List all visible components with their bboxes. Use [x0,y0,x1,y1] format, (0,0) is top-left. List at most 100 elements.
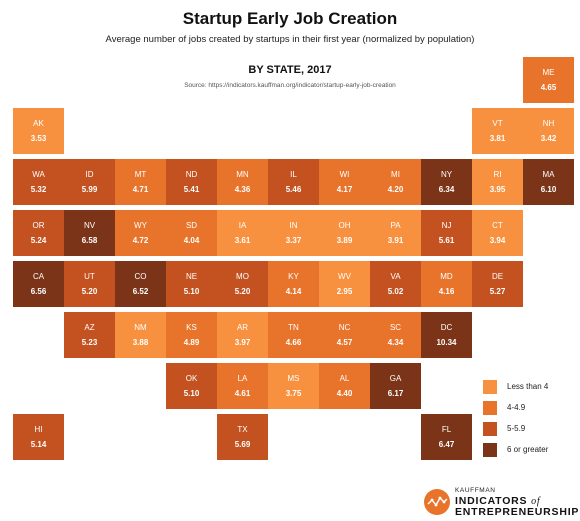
state-value: 5.46 [285,185,302,194]
state-abbr: NE [185,272,198,281]
state-tile-sd: SD 4.04 [166,210,217,256]
chart-title: Startup Early Job Creation [182,9,398,28]
state-abbr: PA [390,221,401,230]
state-value: 3.88 [132,338,149,347]
logo-of: of [531,496,541,507]
state-tile-ga: GA 6.17 [370,363,421,409]
state-abbr: WV [338,272,351,281]
logo-line1: INDICATORS of [455,495,540,507]
state-tile-oh: OH 3.89 [319,210,370,256]
state-abbr: MA [542,170,555,179]
state-tile-nh: NH 3.42 [523,108,574,154]
state-value: 4.34 [387,338,404,347]
state-abbr: HI [34,425,43,434]
state-abbr: TN [288,323,299,332]
state-abbr: NY [440,170,453,179]
state-value: 5.20 [234,287,251,296]
state-abbr: MO [236,272,249,281]
state-abbr: RI [493,170,502,179]
state-abbr: UT [84,272,95,281]
state-value: 5.23 [81,338,98,347]
legend-item-less-than-4: Less than 4 [483,380,578,394]
state-value: 4.65 [540,83,557,92]
state-tile-nm: NM 3.88 [115,312,166,358]
state-value: 3.89 [336,236,353,245]
state-tile-vt: VT 3.81 [472,108,523,154]
state-tile-il: IL 5.46 [268,159,319,205]
state-abbr: SD [185,221,198,230]
state-abbr: MD [440,272,453,281]
state-value: 4.04 [183,236,200,245]
logo-kauffman: KAUFFMAN [455,487,496,494]
kauffman-logo: KAUFFMAN INDICATORS of ENTREPRENEURSHIP [424,487,578,518]
state-abbr: MS [287,374,300,383]
state-value: 5.10 [183,287,200,296]
state-value: 5.20 [81,287,98,296]
state-abbr: CT [492,221,503,230]
state-abbr: IA [238,221,247,230]
state-tile-wi: WI 4.17 [319,159,370,205]
state-abbr: LA [237,374,248,383]
state-value: 3.91 [387,236,404,245]
state-tile-id: ID 5.99 [64,159,115,205]
state-abbr: KY [288,272,299,281]
state-value: 4.71 [132,185,149,194]
state-abbr: ND [185,170,198,179]
state-tile-me: ME 4.65 [523,57,574,103]
state-value: 6.10 [540,185,557,194]
state-tile-la: LA 4.61 [217,363,268,409]
state-value: 4.16 [438,287,455,296]
state-abbr: OH [338,221,351,230]
state-value: 10.34 [436,338,457,347]
state-tile-ne: NE 5.10 [166,261,217,307]
legend-swatch [483,380,497,394]
state-tile-md: MD 4.16 [421,261,472,307]
state-tile-ma: MA 6.10 [523,159,574,205]
state-tile-mo: MO 5.20 [217,261,268,307]
state-value: 4.14 [285,287,302,296]
legend-label: 5-5.9 [507,424,526,433]
state-tile-hi: HI 5.14 [13,414,64,460]
state-value: 3.42 [540,134,557,143]
state-tile-va: VA 5.02 [370,261,421,307]
state-value: 3.97 [234,338,251,347]
state-tile-az: AZ 5.23 [64,312,115,358]
state-value: 3.94 [489,236,506,245]
state-abbr: IL [290,170,297,179]
state-tile-wv: WV 2.95 [319,261,370,307]
state-value: 3.95 [489,185,506,194]
state-value: 4.66 [285,338,302,347]
state-value: 3.61 [234,236,251,245]
state-tile-ny: NY 6.34 [421,159,472,205]
state-value: 6.52 [132,287,149,296]
state-abbr: MN [236,170,249,179]
state-tile-dc: DC 10.34 [421,312,472,358]
legend-item-5-5.9: 5-5.9 [483,422,578,436]
state-value: 5.32 [30,185,47,194]
state-abbr: NC [338,323,351,332]
state-tile-co: CO 6.52 [115,261,166,307]
state-tile-ri: RI 3.95 [472,159,523,205]
state-abbr: ME [542,68,555,77]
state-tile-tn: TN 4.66 [268,312,319,358]
state-tile-tx: TX 5.69 [217,414,268,460]
chart-source: Source: https://indicators.kauffman.org/… [184,82,396,89]
state-value: 3.37 [285,236,302,245]
state-tile-nd: ND 5.41 [166,159,217,205]
state-tile-ak: AK 3.53 [13,108,64,154]
state-abbr: MI [391,170,400,179]
state-value: 4.89 [183,338,200,347]
state-tile-or: OR 5.24 [13,210,64,256]
state-value: 5.14 [30,440,47,449]
state-tile-ok: OK 5.10 [166,363,217,409]
chart-heading: BY STATE, 2017 [248,64,332,76]
state-abbr: TX [237,425,248,434]
state-tile-mn: MN 4.36 [217,159,268,205]
state-tile-mi: MI 4.20 [370,159,421,205]
state-abbr: DC [440,323,453,332]
state-value: 5.61 [438,236,455,245]
state-tile-mt: MT 4.71 [115,159,166,205]
state-abbr: DE [491,272,504,281]
state-abbr: WY [134,221,147,230]
state-value: 3.81 [489,134,506,143]
